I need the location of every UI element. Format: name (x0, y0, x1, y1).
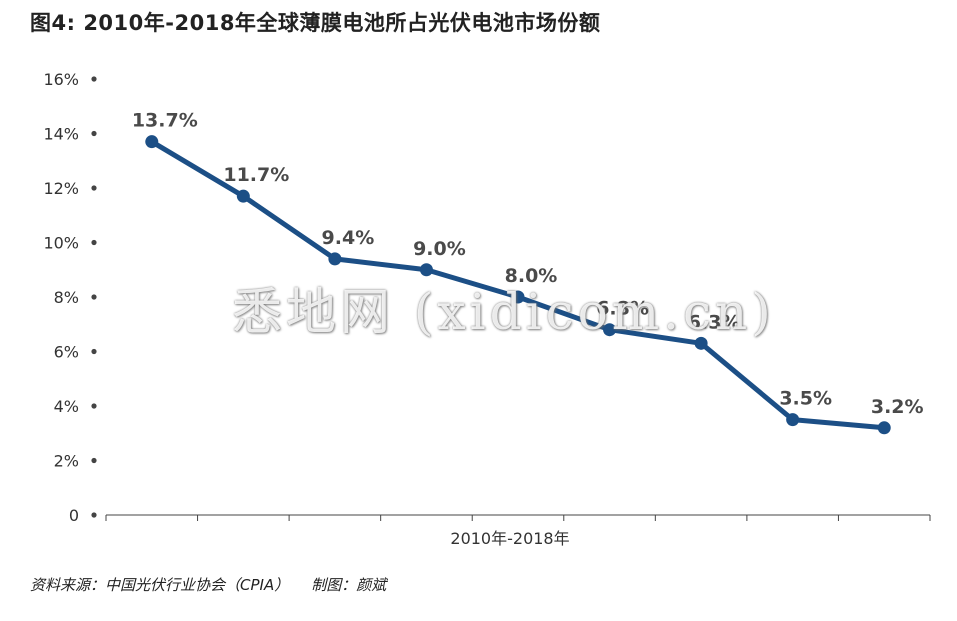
y-tick-dot (91, 76, 97, 82)
data-point (511, 290, 525, 304)
y-tick-dot (91, 185, 97, 191)
x-axis-title: 2010年-2018年 (450, 529, 569, 548)
y-tick-label: 2% (54, 452, 79, 471)
data-label: 3.5% (779, 388, 832, 410)
data-point (877, 421, 891, 435)
y-tick-label: 8% (54, 288, 79, 307)
series-line (145, 135, 891, 435)
data-label: 6.8% (596, 298, 649, 320)
data-point (419, 263, 433, 277)
data-label: 9.0% (413, 238, 466, 260)
y-tick-dot (91, 294, 97, 300)
data-point (328, 252, 342, 266)
y-tick-label: 14% (43, 125, 79, 144)
y-tick-dot (91, 239, 97, 246)
data-point (236, 189, 250, 203)
y-tick-label: 0 (69, 506, 79, 525)
data-label: 11.7% (223, 164, 289, 186)
data-point (603, 323, 617, 337)
data-labels: 13.7% 11.7% 9.4% 9.0% 8.0% 6.8% 6.3% 3.5% 3.2% (132, 110, 924, 418)
watermark: 悉地网 (xidicom.cn) (232, 283, 775, 341)
y-axis: 0 2% 4% 6% 8% 10% 12% 14% 16% (43, 70, 97, 525)
source-text: 资料来源：中国光伏行业协会（CPIA） (30, 576, 290, 594)
y-tick-dot (91, 348, 97, 355)
x-axis (105, 514, 931, 521)
y-tick-label: 12% (43, 179, 79, 198)
y-tick-dot (91, 403, 97, 409)
y-tick-label: 16% (43, 70, 79, 89)
chart-title: 图4: 2010年-2018年全球薄膜电池所占光伏电池市场份额 (30, 11, 601, 35)
author-text: 制图：颜斌 (311, 576, 387, 594)
data-label: 6.3% (688, 311, 741, 333)
data-label: 9.4% (322, 227, 375, 249)
data-label: 13.7% (132, 110, 198, 132)
data-point (145, 135, 159, 149)
data-point (786, 413, 800, 427)
y-tick-dot (91, 130, 97, 137)
y-tick-label: 6% (54, 343, 79, 362)
data-point (694, 336, 708, 350)
y-tick-dot (91, 457, 97, 464)
source-note: 资料来源：中国光伏行业协会（CPIA） 制图：颜斌 (30, 574, 386, 595)
y-tick-dot (91, 512, 97, 518)
data-label: 3.2% (871, 396, 924, 418)
y-tick-label: 10% (43, 234, 79, 253)
y-tick-label: 4% (54, 397, 79, 416)
data-label: 8.0% (505, 265, 558, 287)
